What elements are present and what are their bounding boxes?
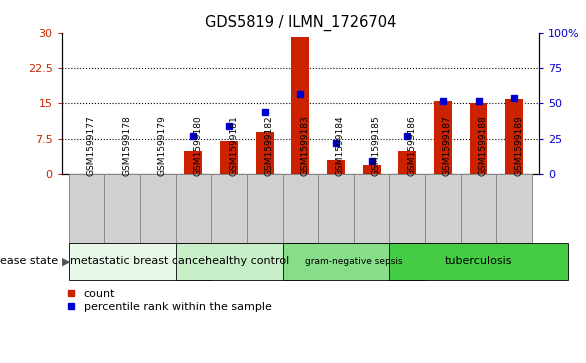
Text: gram-negative sepsis: gram-negative sepsis: [305, 257, 403, 266]
Legend: count, percentile rank within the sample: count, percentile rank within the sample: [67, 289, 272, 312]
FancyBboxPatch shape: [425, 174, 461, 243]
Text: disease state: disease state: [0, 256, 59, 266]
Text: GSM1599179: GSM1599179: [158, 115, 167, 176]
FancyBboxPatch shape: [390, 174, 425, 243]
Text: GSM1599177: GSM1599177: [87, 115, 96, 176]
FancyBboxPatch shape: [211, 174, 247, 243]
Bar: [505, 99, 523, 174]
FancyBboxPatch shape: [104, 174, 140, 243]
Bar: [434, 101, 452, 174]
Bar: [291, 37, 309, 174]
Text: GSM1599185: GSM1599185: [372, 115, 381, 176]
Text: GSM1599184: GSM1599184: [336, 116, 345, 176]
FancyBboxPatch shape: [496, 174, 532, 243]
FancyBboxPatch shape: [247, 174, 282, 243]
Text: GSM1599182: GSM1599182: [265, 116, 274, 176]
Bar: [398, 151, 416, 174]
Bar: [255, 132, 274, 174]
FancyBboxPatch shape: [282, 243, 425, 280]
FancyBboxPatch shape: [282, 174, 318, 243]
Bar: [363, 165, 380, 174]
FancyBboxPatch shape: [69, 174, 104, 243]
Bar: [220, 141, 238, 174]
Text: GSM1599178: GSM1599178: [122, 115, 131, 176]
Text: GSM1599181: GSM1599181: [229, 115, 238, 176]
FancyBboxPatch shape: [461, 174, 496, 243]
Bar: [327, 160, 345, 174]
FancyBboxPatch shape: [176, 174, 211, 243]
Text: GSM1599189: GSM1599189: [514, 115, 523, 176]
Bar: [469, 103, 488, 174]
Text: GSM1599187: GSM1599187: [443, 115, 452, 176]
FancyBboxPatch shape: [69, 243, 211, 280]
FancyBboxPatch shape: [390, 243, 568, 280]
Text: GSM1599188: GSM1599188: [479, 115, 488, 176]
Text: GSM1599186: GSM1599186: [407, 115, 416, 176]
Text: healthy control: healthy control: [205, 256, 289, 266]
FancyBboxPatch shape: [176, 243, 318, 280]
Text: metastatic breast cancer: metastatic breast cancer: [70, 256, 210, 266]
Text: GSM1599183: GSM1599183: [301, 115, 309, 176]
FancyBboxPatch shape: [140, 174, 176, 243]
Bar: [185, 151, 202, 174]
Title: GDS5819 / ILMN_1726704: GDS5819 / ILMN_1726704: [205, 15, 396, 31]
Text: GSM1599180: GSM1599180: [193, 115, 202, 176]
Text: tuberculosis: tuberculosis: [445, 256, 512, 266]
FancyBboxPatch shape: [354, 174, 390, 243]
Text: ▶: ▶: [62, 256, 71, 266]
FancyBboxPatch shape: [318, 174, 354, 243]
